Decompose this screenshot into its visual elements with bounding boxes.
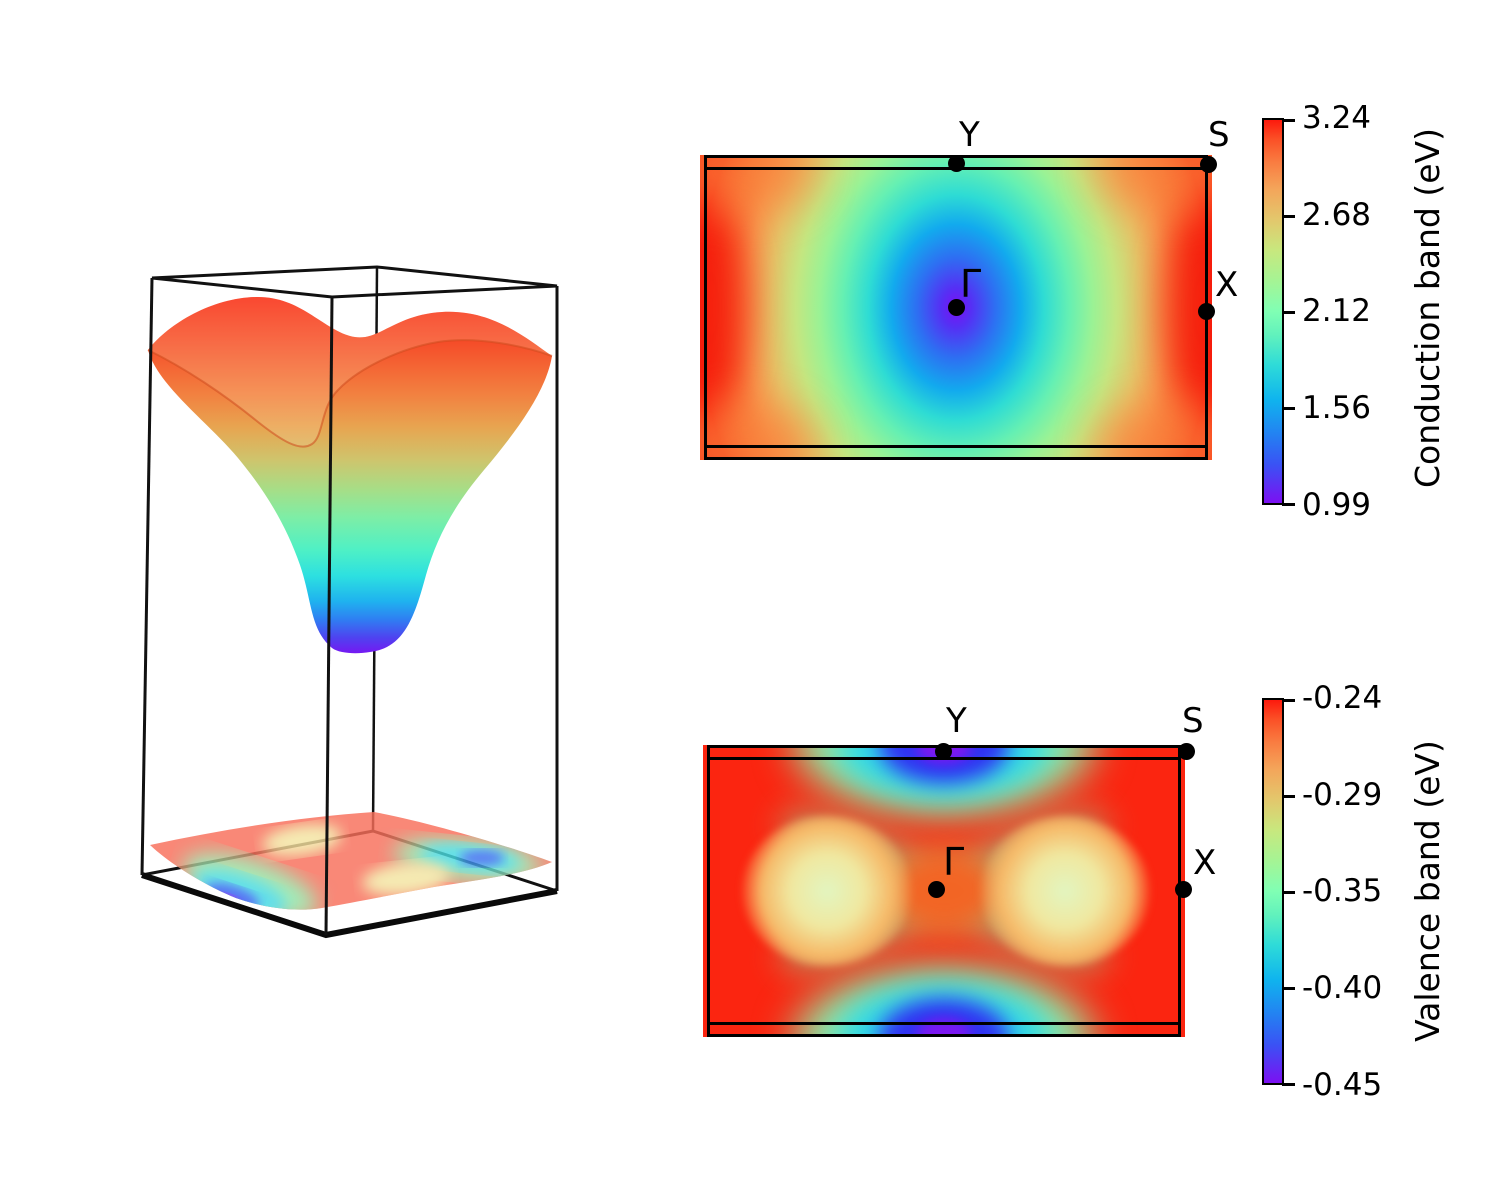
x-point-marker — [1175, 881, 1192, 898]
valence-annotations: Y S X Γ — [703, 703, 1216, 1037]
colorbar-tick — [1282, 119, 1295, 122]
colorbar-tick-label: 2.68 — [1302, 197, 1372, 233]
s-point-label: S — [1182, 701, 1204, 741]
colorbar-tick — [1282, 987, 1295, 990]
box-front-vertical-edge — [324, 296, 334, 936]
wireframe-box-top-face — [151, 265, 558, 299]
colorbar-tick — [1282, 311, 1295, 314]
colorbar-tick-label: 3.24 — [1302, 100, 1372, 136]
colorbar-tick-label: 1.56 — [1302, 390, 1372, 426]
s-point-marker — [1200, 156, 1217, 173]
valence-colorbar-title: Valence band (eV) — [1408, 740, 1447, 1042]
s-point-marker — [1178, 743, 1195, 760]
colorbar-tick — [1282, 891, 1295, 894]
gamma-point-label: Γ — [943, 840, 965, 884]
y-point-label: Y — [946, 701, 967, 741]
bz-inner-line-bottom — [707, 1022, 1181, 1025]
valence-surface-3d — [150, 812, 552, 910]
conduction-colorbar — [1262, 118, 1295, 506]
box-left-vertical-edge — [140, 277, 154, 876]
colorbar-tick-label: -0.45 — [1302, 1067, 1383, 1103]
funnel-front-rim — [147, 339, 553, 448]
bz-inner-line-bottom — [704, 445, 1208, 448]
colorbar-tick-label: -0.40 — [1302, 970, 1383, 1006]
y-point-label: Y — [959, 115, 980, 155]
colorbar-tick-label: -0.29 — [1302, 777, 1383, 813]
colorbar-tick-label: -0.35 — [1302, 873, 1383, 909]
colorbar-tick-label: -0.24 — [1302, 680, 1383, 716]
conduction-colorbar-title: Conduction band (eV) — [1408, 128, 1447, 489]
s-point-label: S — [1208, 115, 1230, 155]
x-point-marker — [1198, 303, 1215, 320]
colorbar-tick — [1282, 1083, 1295, 1086]
colorbar-tick — [1282, 699, 1295, 702]
conduction-surface-3d — [147, 297, 553, 654]
colorbar-tick — [1282, 795, 1295, 798]
gamma-point-marker — [948, 299, 965, 316]
colorbar-tick-label: 0.99 — [1302, 487, 1372, 523]
local-feature-right — [980, 816, 1150, 966]
local-feature-left — [742, 816, 912, 966]
conduction-annotations: Y S X Γ — [700, 117, 1238, 460]
funnel-back-wall-highlight — [148, 297, 552, 447]
y-point-marker — [948, 155, 965, 172]
x-point-label: X — [1215, 265, 1239, 305]
colorbar-tick — [1282, 407, 1295, 410]
y-point-marker — [935, 743, 952, 760]
colorbar-tick-label: 2.12 — [1302, 293, 1372, 329]
gamma-point-label: Γ — [960, 262, 982, 306]
valence-colorbar — [1262, 698, 1295, 1086]
gamma-point-marker — [928, 881, 945, 898]
colorbar-tick — [1282, 503, 1295, 506]
colorbar-tick — [1282, 215, 1295, 218]
x-point-label: X — [1193, 843, 1217, 883]
